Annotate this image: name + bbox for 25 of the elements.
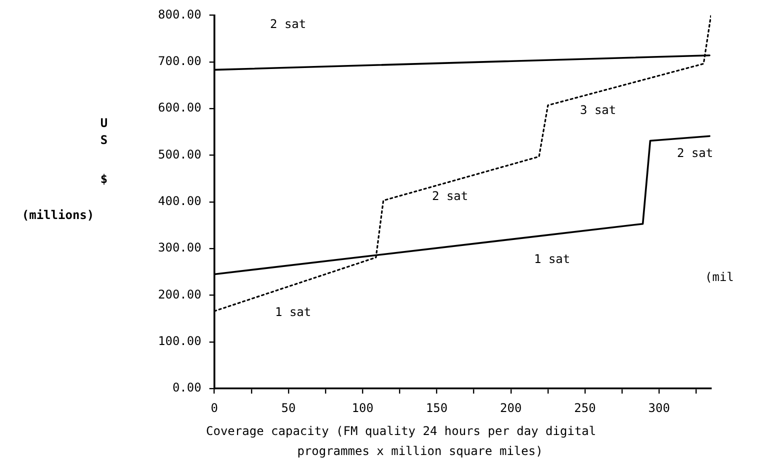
y-tick-label: 100.00 — [158, 334, 202, 348]
annotation: (mil — [705, 270, 734, 284]
text: U S $ (millions) — [22, 116, 108, 222]
annotation: 3 sat — [580, 103, 616, 118]
x-tick-label: 50 — [281, 400, 296, 415]
y-tick-label: 800.00 — [158, 7, 202, 22]
annotation: 2 sat — [270, 17, 306, 32]
x-tick-label: 300 — [648, 400, 670, 415]
y-tick-label: 700.00 — [158, 54, 202, 68]
y-tick-label: 600.00 — [158, 100, 202, 115]
annotation: 2 sat — [432, 189, 468, 204]
annotation: 2 sat — [677, 146, 714, 160]
x-tick-label: 250 — [574, 400, 596, 415]
x-tick-label: 0 — [210, 400, 218, 415]
x-tick-label: 150 — [426, 400, 448, 415]
x-tick-label: 100 — [352, 400, 374, 415]
x-tick-label: 200 — [500, 400, 522, 415]
annotation: 1 sat — [275, 305, 312, 320]
annotation: 1 sat — [534, 252, 570, 266]
y-tick-label: 300.00 — [158, 240, 202, 255]
y-tick-label: 200.00 — [158, 287, 202, 302]
x-axis-title: Coverage capacity (FM quality 24 hours per day digital programmes x million square miles) — [206, 424, 596, 458]
y-tick-label: 0.00 — [172, 380, 202, 395]
y-tick-label: 500.00 — [158, 147, 202, 162]
y-tick-label: 400.00 — [158, 194, 202, 208]
